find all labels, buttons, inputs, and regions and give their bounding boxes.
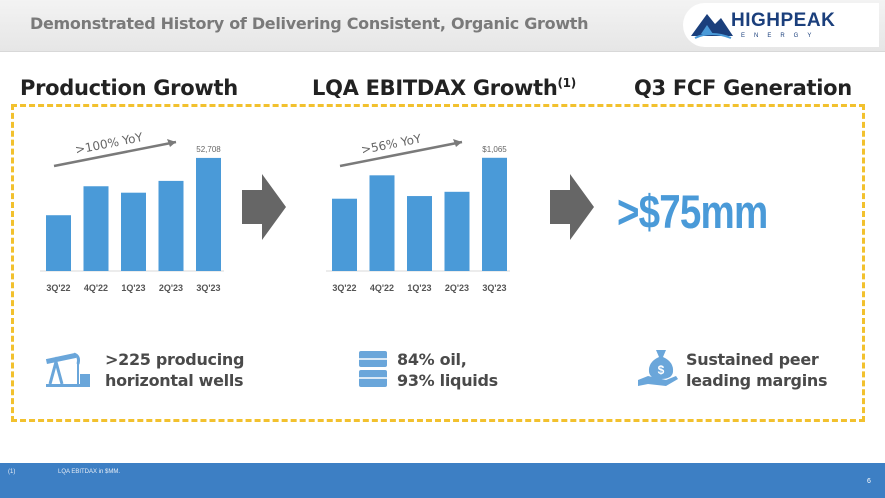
chart-bar	[121, 192, 146, 271]
x-tick-label: 1Q'23	[121, 283, 145, 293]
right-arrow-icon	[242, 174, 286, 240]
footnote-text: LQA EBITDAX in $MM.	[58, 469, 121, 475]
wells-stat: >225 producing horizontal wells	[105, 349, 244, 391]
logo-name: HIGHPEAK	[731, 10, 836, 31]
oil-pumpjack-icon	[45, 352, 90, 387]
x-tick-label: 3Q'23	[482, 283, 506, 293]
stat-line: leading margins	[686, 371, 828, 390]
fcf-value: >$75mm	[617, 185, 768, 238]
yoy-annotation: >100% YoY	[74, 130, 145, 157]
trend-arrow-line	[339, 140, 463, 168]
x-tick-label: 2Q'23	[159, 283, 183, 293]
chart-bar	[83, 186, 109, 271]
money-bag-hand-icon: $	[638, 350, 678, 386]
trend-arrow-head	[167, 139, 176, 147]
x-tick-label: 3Q'23	[196, 283, 220, 293]
slide-header: Demonstrated History of Delivering Consi…	[0, 0, 885, 52]
stat-line: >225 producing	[105, 350, 245, 369]
x-tick-label: 3Q'22	[46, 283, 70, 293]
stat-line: 84% oil,	[397, 350, 467, 369]
oil-liquids-stat: 84% oil, 93% liquids	[397, 349, 498, 391]
fcf-title: Q3 FCF Generation	[634, 76, 852, 100]
chart-bar	[407, 196, 432, 271]
trend-arrow-head	[453, 139, 462, 147]
x-tick-label: 2Q'23	[445, 283, 469, 293]
svg-text:$: $	[658, 363, 665, 377]
company-logo: HIGHPEAK ENERGY	[683, 3, 879, 47]
chart-bar	[158, 180, 184, 271]
chart-bar	[332, 198, 357, 271]
chart-bar	[46, 215, 71, 271]
yoy-annotation: >56% YoY	[360, 131, 423, 157]
ebitdax-growth-title: LQA EBITDAX Growth(1)	[312, 76, 576, 100]
production-growth-chart: 3Q'22 4Q'22 1Q'23 2Q'23 3Q'23 52,708 >100% YoY	[40, 130, 224, 293]
x-tick-label: 3Q'22	[332, 283, 356, 293]
trend-arrow-line	[53, 140, 177, 168]
x-tick-label: 1Q'23	[407, 283, 431, 293]
margins-stat: Sustained peer leading margins	[686, 349, 828, 391]
data-label: 52,708	[196, 145, 221, 154]
highlight-dashed-box	[11, 104, 865, 422]
logo-subtitle: ENERGY	[741, 33, 821, 39]
slide-footer: (1) LQA EBITDAX in $MM. 6	[0, 463, 885, 498]
stat-line: Sustained peer	[686, 350, 819, 369]
footnote-number: (1)	[8, 469, 16, 475]
ebitdax-growth-chart: 3Q'22 4Q'22 1Q'23 2Q'23 3Q'23 $1,065 >56% YoY	[326, 131, 510, 293]
stat-line: horizontal wells	[105, 371, 244, 390]
chart-bar	[196, 157, 221, 271]
data-label: $1,065	[482, 145, 507, 154]
slide-title: Demonstrated History of Delivering Consi…	[30, 14, 589, 33]
stat-line: 93% liquids	[397, 371, 498, 390]
right-arrow-icon	[550, 174, 594, 240]
x-tick-label: 4Q'22	[84, 283, 108, 293]
production-growth-title: Production Growth	[20, 76, 238, 100]
ebitdax-footnote-ref: (1)	[557, 76, 576, 90]
ebitdax-title-text: LQA EBITDAX Growth	[312, 76, 558, 100]
page-number: 6	[867, 478, 871, 485]
chart-bar	[482, 157, 507, 271]
mountain-logo-icon	[691, 14, 733, 39]
chart-bar	[369, 175, 395, 271]
chart-bar	[444, 191, 470, 271]
oil-barrels-icon	[359, 351, 387, 387]
x-tick-label: 4Q'22	[370, 283, 394, 293]
